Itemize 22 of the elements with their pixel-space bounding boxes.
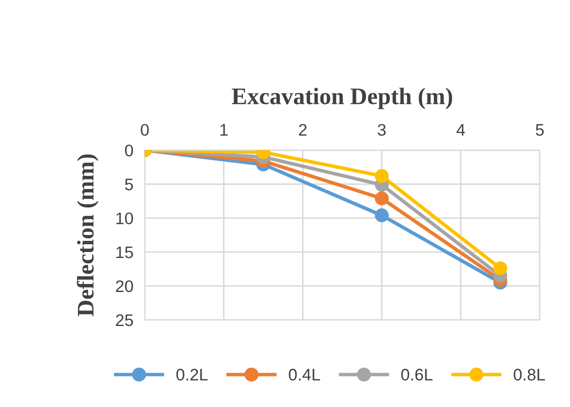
y-axis-title: Deflection (mm): [76, 154, 98, 316]
point: [374, 191, 389, 206]
y-tick-label: 10: [116, 212, 134, 224]
point: [374, 208, 389, 222]
x-tick-label: 1: [220, 124, 228, 136]
legend-label: 0.6L: [401, 368, 432, 381]
x-tick-label: 5: [536, 124, 544, 136]
y-tick-label: 5: [125, 178, 133, 190]
x-tick-label: 2: [298, 124, 307, 136]
y-tick-label: 20: [116, 280, 134, 292]
y-tick-label: 15: [116, 246, 133, 258]
legend-label: 0.4L: [288, 368, 320, 381]
y-tick-label: 25: [116, 314, 133, 326]
point: [374, 169, 389, 183]
legend-label: 0.8L: [514, 368, 545, 381]
point: [493, 261, 508, 276]
x-tick-label: 3: [378, 124, 386, 136]
x-axis-title: Excavation Depth (m): [232, 88, 452, 110]
x-tick-label: 4: [456, 124, 465, 136]
legend-label: 0.2L: [176, 368, 208, 381]
x-tick-label: 0: [140, 124, 149, 136]
y-tick-label: 0: [125, 144, 134, 156]
